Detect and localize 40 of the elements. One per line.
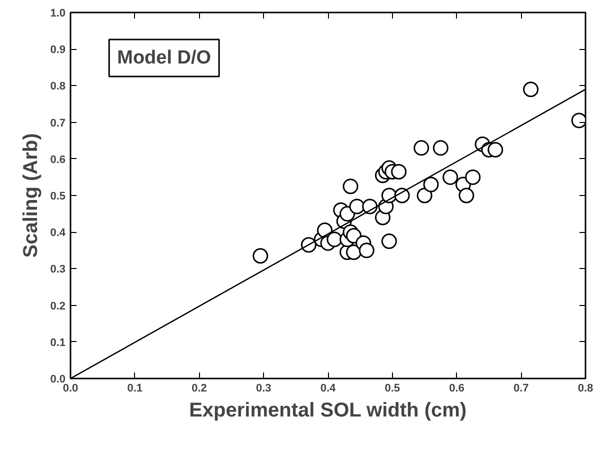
point <box>414 140 430 156</box>
x-tick-label: 0.4 <box>320 382 337 394</box>
x-tick-label: 0.1 <box>127 382 143 394</box>
point <box>432 140 448 156</box>
point <box>488 142 504 158</box>
point <box>571 112 586 128</box>
y-tick-label: 0.4 <box>50 227 66 240</box>
point <box>458 188 474 204</box>
point <box>358 242 374 258</box>
point <box>416 188 432 204</box>
point <box>349 198 365 214</box>
x-axis-title: Experimental SOL width (cm) <box>189 400 467 422</box>
y-tick-label: 0.6 <box>50 154 66 166</box>
y-axis-title: Scaling (Arb) <box>20 133 42 258</box>
point <box>391 164 407 180</box>
y-tick-label: 0.1 <box>50 336 66 349</box>
point <box>326 232 342 248</box>
point <box>442 169 458 185</box>
y-tick-label: 0.7 <box>50 117 66 130</box>
y-tick-label: 0.5 <box>50 190 66 202</box>
point <box>523 82 539 98</box>
y-tick-label: 0.8 <box>50 80 66 93</box>
y-tick-label: 0.2 <box>50 300 66 312</box>
point <box>465 169 481 185</box>
y-tick-label: 0.9 <box>50 44 66 56</box>
y-tick-label: 0.3 <box>50 264 66 276</box>
x-tick-label: 0.0 <box>62 382 78 394</box>
point <box>381 234 397 249</box>
point <box>423 176 439 192</box>
y-tick-label: 0.0 <box>50 374 66 386</box>
y-tick-label: 1.0 <box>50 8 66 20</box>
x-tick-label: 0.2 <box>192 382 207 394</box>
point <box>342 178 358 194</box>
x-tick-label: 0.6 <box>449 382 464 394</box>
x-tick-label: 0.3 <box>256 382 272 394</box>
annotation: Model D/O <box>117 48 212 69</box>
x-tick-label: 0.7 <box>513 382 529 394</box>
x-tick-label: 0.8 <box>578 382 594 394</box>
point <box>252 248 268 264</box>
x-tick-label: 0.5 <box>384 382 400 394</box>
